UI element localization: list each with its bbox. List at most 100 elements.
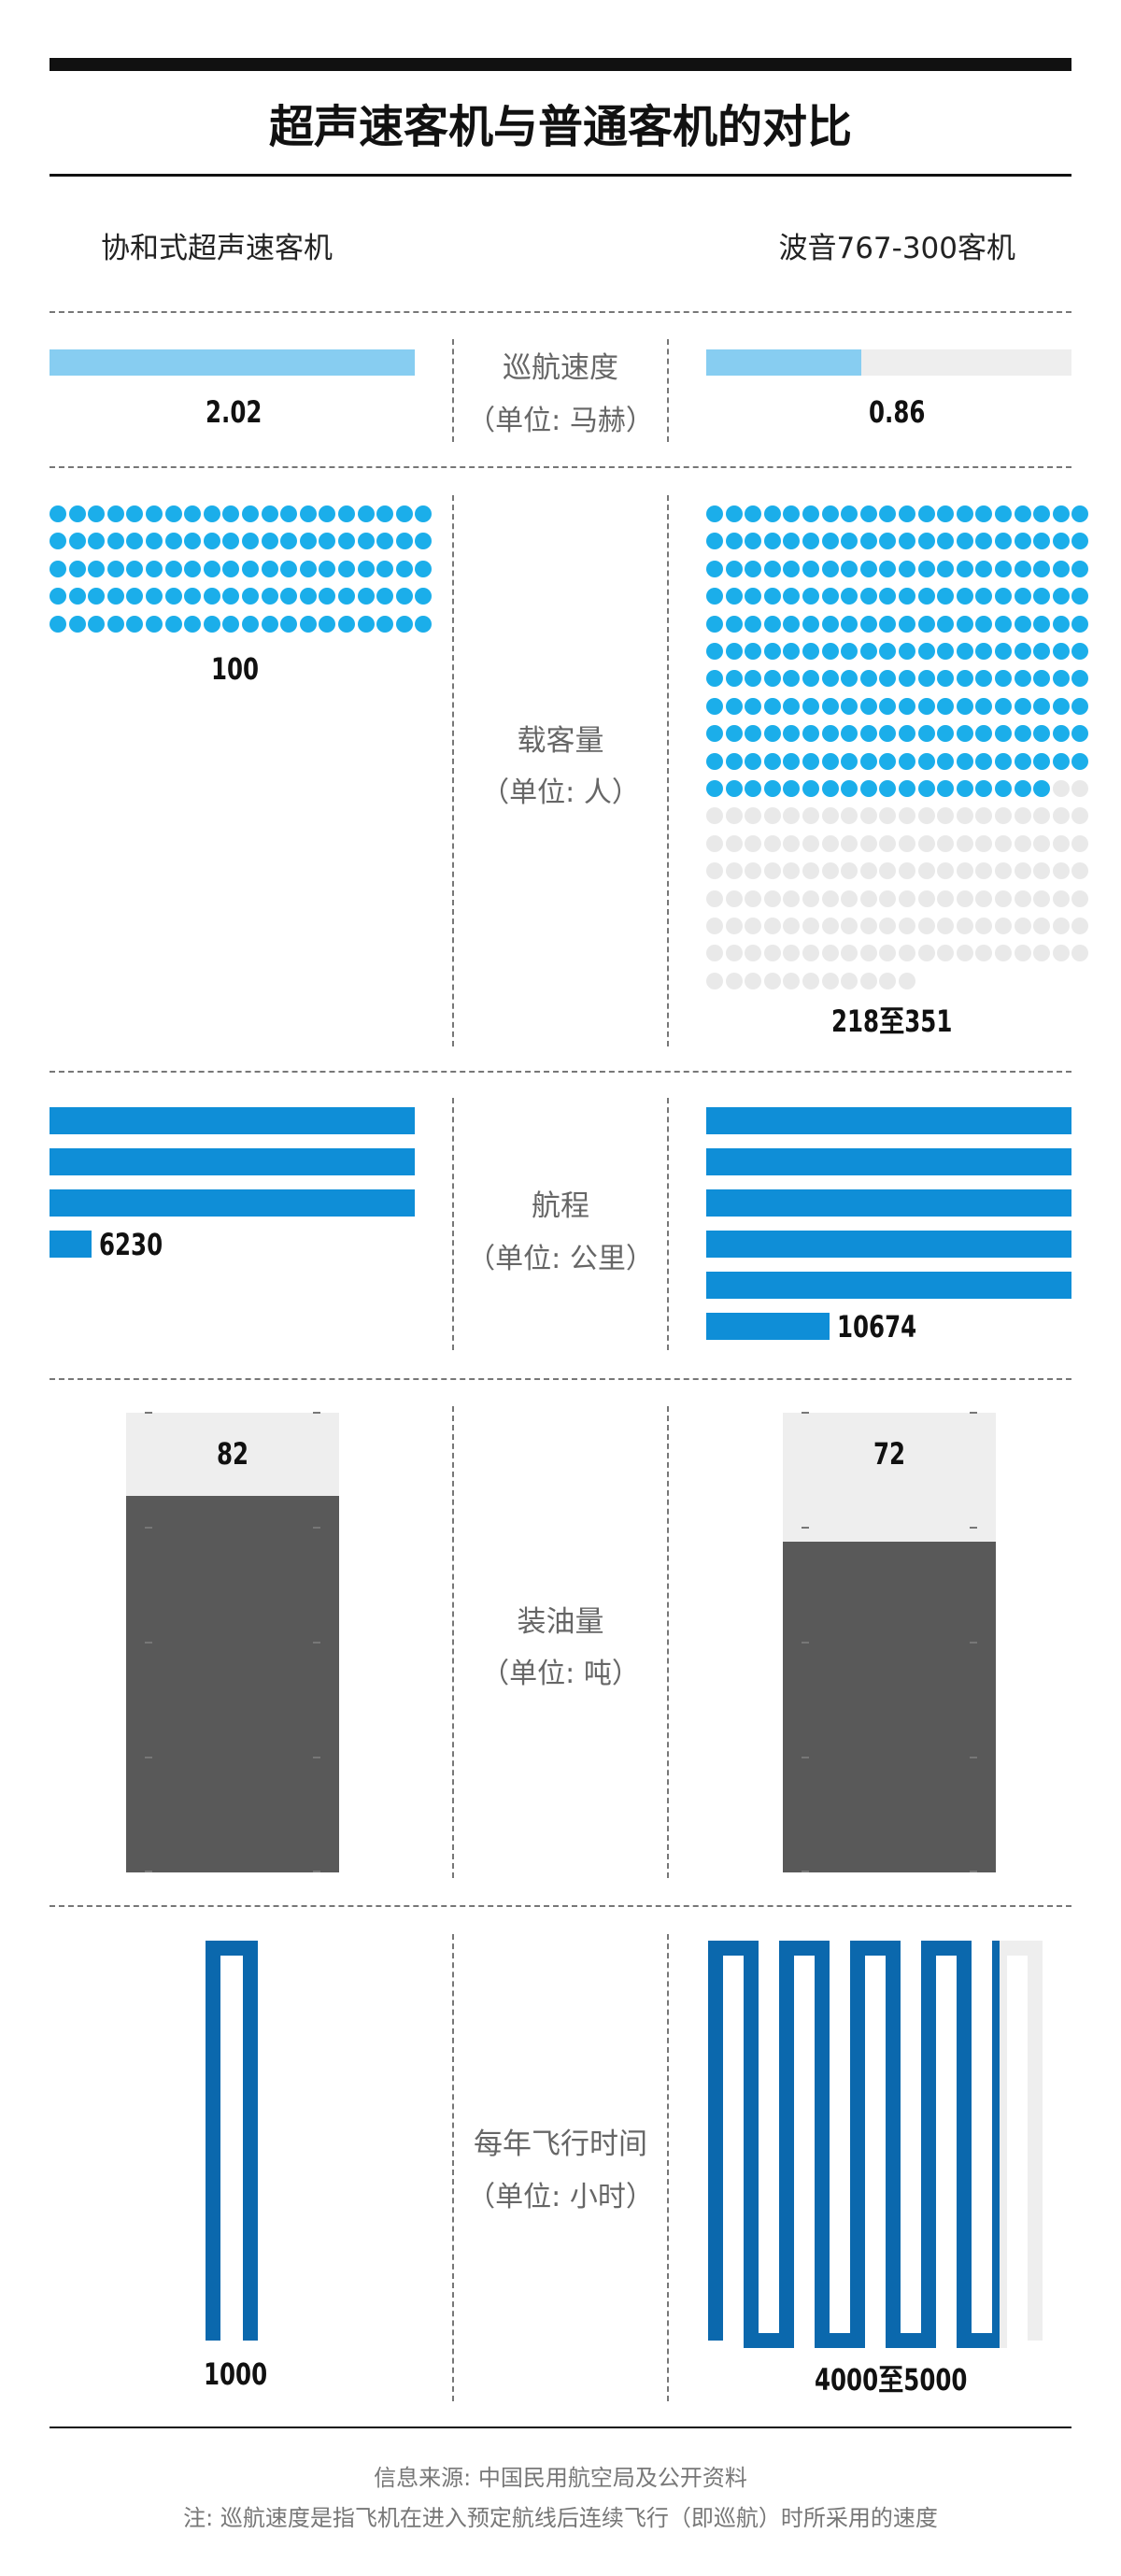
passenger-value-left: 100 — [211, 651, 260, 687]
passenger-dot-empty — [802, 918, 819, 934]
fuel-tick — [970, 1527, 977, 1529]
fuel-tick — [802, 1527, 809, 1529]
passenger-dot — [280, 505, 298, 522]
passenger-dot-empty — [745, 918, 762, 934]
passenger-dot-empty — [725, 834, 743, 852]
passenger-dot-empty — [956, 918, 973, 934]
range-bar-segment — [706, 1189, 1071, 1217]
fuel-tick — [802, 1757, 809, 1758]
passenger-dot — [917, 697, 935, 715]
passenger-dot — [1014, 588, 1031, 605]
category-unit-range: （单位: 公里） — [467, 1243, 654, 1275]
passenger-dot-empty — [879, 945, 897, 962]
passenger-dot-empty — [859, 890, 877, 907]
fuel-tick — [970, 1871, 977, 1872]
fuel-tick — [313, 1757, 320, 1758]
flight-hours-value-left: 1000 — [204, 2356, 268, 2392]
passenger-dot — [50, 533, 66, 550]
passenger-dot — [1014, 752, 1031, 770]
passenger-dot-empty — [821, 807, 839, 825]
passenger-dot — [1014, 643, 1031, 660]
passenger-dot — [859, 670, 877, 688]
passenger-dot — [1033, 697, 1051, 715]
passenger-dot — [879, 533, 897, 550]
passenger-dot — [319, 533, 336, 550]
speed-bar-left — [50, 349, 415, 376]
passenger-dot — [745, 533, 762, 550]
passenger-dot — [956, 643, 973, 660]
passenger-dot — [395, 560, 413, 577]
fuel-tick — [145, 1642, 152, 1644]
passenger-dot — [995, 780, 1012, 797]
passenger-dot — [106, 588, 124, 605]
passenger-dot-empty — [975, 834, 993, 852]
passenger-dot-empty — [879, 972, 897, 989]
passenger-dot-empty — [879, 890, 897, 907]
column-separator — [452, 1934, 454, 2401]
passenger-dot-empty — [937, 945, 955, 962]
passenger-dot — [841, 670, 858, 688]
speed-bar-right — [706, 349, 862, 376]
passenger-dot — [164, 560, 182, 577]
passenger-dot — [68, 615, 86, 633]
passenger-dot — [975, 670, 993, 688]
passenger-dot — [242, 560, 259, 577]
passenger-dot — [261, 505, 278, 522]
passenger-dot-empty — [899, 918, 915, 934]
passenger-dot-empty — [745, 834, 762, 852]
passenger-dot-empty — [975, 890, 993, 907]
passenger-dot-empty — [841, 834, 858, 852]
definition-note: 注: 巡航速度是指飞机在进入预定航线后连续飞行（即巡航）时所采用的速度 — [183, 2505, 938, 2531]
passenger-dot — [937, 670, 955, 688]
passenger-dot — [879, 588, 897, 605]
passenger-dot — [783, 615, 801, 633]
passenger-dot — [357, 505, 375, 522]
passenger-dot — [1014, 697, 1031, 715]
fuel-tick — [802, 1871, 809, 1872]
passenger-dot — [299, 588, 317, 605]
passenger-dot-empty — [841, 972, 858, 989]
passenger-dot — [821, 505, 839, 522]
passenger-dot-empty — [956, 807, 973, 825]
passenger-dot — [899, 533, 915, 550]
passenger-dot — [879, 505, 897, 522]
passenger-dot — [222, 615, 240, 633]
passenger-dot — [821, 780, 839, 797]
passenger-dot-empty — [763, 945, 781, 962]
passenger-dot — [50, 505, 66, 522]
passenger-dot-empty — [1052, 862, 1070, 880]
passenger-dot — [956, 725, 973, 743]
passenger-dot-empty — [1033, 807, 1051, 825]
passenger-dot-empty — [745, 945, 762, 962]
passenger-dot — [956, 780, 973, 797]
passenger-dot-empty — [783, 918, 801, 934]
passenger-dot — [146, 505, 163, 522]
passenger-dot — [745, 670, 762, 688]
passenger-dot-empty — [1052, 918, 1070, 934]
row-separator — [50, 1905, 1071, 1907]
passenger-dot-empty — [763, 918, 781, 934]
passenger-dot-empty — [1014, 834, 1031, 852]
passenger-dot-empty — [802, 945, 819, 962]
passenger-dot-empty — [1071, 862, 1089, 880]
passenger-dot-empty — [917, 834, 935, 852]
passenger-dot — [821, 752, 839, 770]
passenger-dot — [725, 752, 743, 770]
passenger-dot — [975, 752, 993, 770]
column-separator — [452, 339, 454, 442]
passenger-dot — [68, 588, 86, 605]
passenger-dot — [68, 560, 86, 577]
passenger-dot-empty — [763, 890, 781, 907]
passenger-dot — [725, 643, 743, 660]
speed-value-right: 0.86 — [869, 394, 926, 430]
passenger-dot — [763, 697, 781, 715]
passenger-dot-empty — [879, 834, 897, 852]
passenger-dot — [975, 643, 993, 660]
passenger-dot — [164, 533, 182, 550]
fuel-tick — [970, 1757, 977, 1758]
passenger-dot — [879, 725, 897, 743]
passenger-dot — [859, 560, 877, 577]
passenger-value-right: 218至351 — [831, 1003, 953, 1039]
passenger-dot — [357, 588, 375, 605]
passenger-dot-empty — [859, 972, 877, 989]
